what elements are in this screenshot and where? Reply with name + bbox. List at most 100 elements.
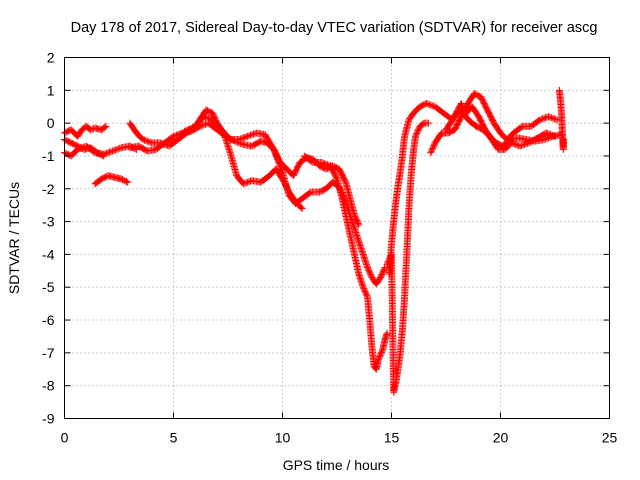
data-point-marker <box>245 178 253 186</box>
data-point-marker <box>539 115 547 123</box>
data-point-marker <box>547 131 555 139</box>
data-point-marker <box>116 144 124 152</box>
data-point-marker <box>536 116 544 124</box>
chart-title: Day 178 of 2017, Sidereal Day-to-day VTE… <box>71 20 598 36</box>
x-tick-label: 15 <box>384 430 400 446</box>
data-point-marker <box>322 160 330 168</box>
data-point-marker <box>110 146 118 154</box>
y-tick-label: -3 <box>42 214 55 230</box>
data-point-marker <box>543 134 551 142</box>
data-point-marker <box>220 129 228 137</box>
y-tick-label: -7 <box>42 345 55 361</box>
data-point-marker <box>425 119 433 127</box>
y-tick-label: -1 <box>42 148 55 164</box>
y-tick-label: 1 <box>47 82 55 98</box>
y-tick-label: -5 <box>42 279 55 295</box>
data-point-marker <box>319 159 327 167</box>
data-point-marker <box>175 130 183 138</box>
satellite-track-2 <box>61 122 110 140</box>
data-point-marker <box>104 149 112 157</box>
data-point-marker <box>547 114 555 122</box>
data-point-marker <box>509 139 517 147</box>
data-point-marker <box>298 204 306 212</box>
data-point-marker <box>522 140 530 148</box>
data-point-marker <box>244 132 252 140</box>
y-tick-label: -6 <box>42 312 55 328</box>
y-tick-label: -2 <box>42 181 55 197</box>
satellite-track-8 <box>300 152 391 373</box>
data-point-marker <box>321 160 329 168</box>
data-point-marker <box>239 180 247 188</box>
data-point-marker <box>537 115 545 123</box>
data-point-marker <box>428 102 436 110</box>
satellite-track-3 <box>61 136 108 160</box>
data-point-marker <box>102 122 110 130</box>
data-point-marker <box>143 137 151 145</box>
y-tick-label: 0 <box>47 115 55 131</box>
data-point-marker <box>241 133 249 141</box>
data-point-marker <box>247 131 255 139</box>
satellite-track-6 <box>126 119 363 229</box>
data-point-marker <box>239 134 247 142</box>
data-point-marker <box>224 141 232 149</box>
data-point-marker <box>171 132 179 140</box>
data-point-marker <box>223 138 231 146</box>
data-point-marker <box>101 123 109 131</box>
data-point-marker <box>552 115 560 123</box>
data-point-marker <box>242 133 250 141</box>
data-point-marker <box>248 131 256 139</box>
data-point-marker <box>226 147 234 155</box>
data-point-marker <box>507 139 515 147</box>
data-point-marker <box>551 132 559 140</box>
data-point-marker <box>114 145 122 153</box>
data-point-marker <box>124 178 132 186</box>
data-point-marker <box>249 130 257 138</box>
y-tick-label: -8 <box>42 378 55 394</box>
data-point-marker <box>111 146 119 154</box>
data-point-marker <box>354 219 362 227</box>
y-tick-label: -9 <box>42 411 55 427</box>
data-point-marker <box>98 151 106 159</box>
data-point-marker <box>549 114 557 122</box>
x-axis-label: GPS time / hours <box>283 457 390 473</box>
data-point-marker <box>324 161 332 169</box>
x-tick-label: 10 <box>275 430 291 446</box>
x-tick-label: 0 <box>61 430 69 446</box>
x-tick-label: 20 <box>493 430 509 446</box>
data-marks <box>61 86 568 396</box>
data-point-marker <box>224 143 232 151</box>
plot-frame <box>64 57 610 419</box>
data-point-marker <box>221 132 229 140</box>
data-point-marker <box>199 121 207 129</box>
data-point-marker <box>87 126 95 134</box>
satellite-track-12 <box>442 103 559 153</box>
data-point-marker <box>225 144 233 152</box>
data-point-marker <box>542 129 550 137</box>
data-point-marker <box>223 140 231 148</box>
data-point-marker <box>222 135 230 143</box>
data-point-marker <box>520 140 528 148</box>
data-point-marker <box>244 178 252 186</box>
data-point-marker <box>518 142 526 150</box>
data-point-marker <box>122 178 130 186</box>
data-point-marker <box>177 130 185 138</box>
data-point-marker <box>108 147 116 155</box>
data-point-marker <box>225 146 233 154</box>
data-point-marker <box>174 131 182 139</box>
data-point-marker <box>113 145 121 153</box>
data-point-marker <box>238 140 246 148</box>
y-tick-label: -4 <box>42 246 55 262</box>
data-point-marker <box>510 140 518 148</box>
data-point-marker <box>142 137 150 145</box>
data-point-marker <box>427 101 435 109</box>
data-point-marker <box>550 132 558 140</box>
data-point-marker <box>107 148 115 156</box>
data-point-marker <box>100 152 108 160</box>
data-point-marker <box>146 138 154 146</box>
y-tick-label: 2 <box>47 50 55 66</box>
data-point-marker <box>297 203 305 211</box>
data-point-marker <box>542 135 550 143</box>
data-point-marker <box>318 159 326 167</box>
grid <box>64 57 610 419</box>
data-point-marker <box>519 141 527 149</box>
